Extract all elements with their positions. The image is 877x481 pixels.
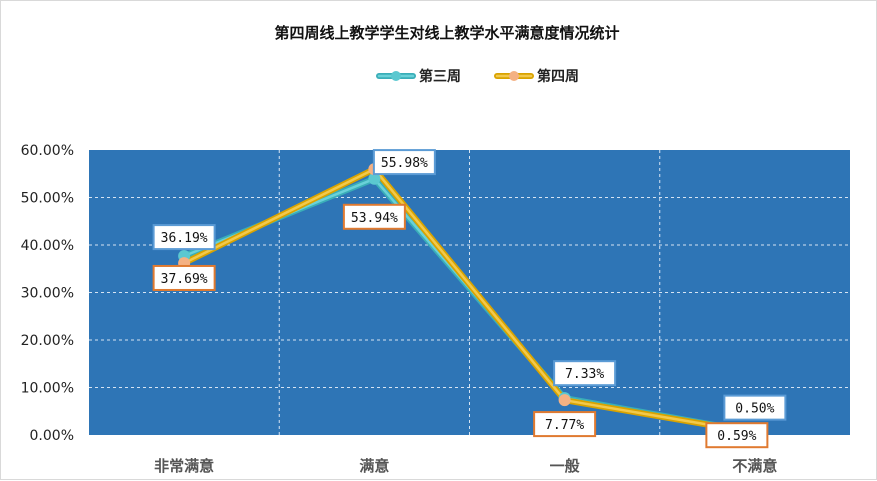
data-label: 53.94% bbox=[342, 203, 406, 230]
data-label-box bbox=[723, 394, 787, 421]
y-tick-label: 50.00% bbox=[21, 191, 74, 207]
data-label: 0.59% bbox=[705, 422, 769, 449]
data-label-box bbox=[553, 360, 617, 387]
y-axis: 0.00% 10.00% 20.00% 30.00% 40.00% 50.00% 60.00… bbox=[21, 143, 74, 444]
legend-label: 第三周 bbox=[419, 68, 461, 85]
x-tick-label: 不满意 bbox=[732, 457, 777, 475]
chart-title: 第四周线上教学学生对线上教学水平满意度情况统计 bbox=[274, 24, 619, 42]
data-label-text: 0.50% bbox=[735, 402, 774, 417]
data-point-marker bbox=[558, 394, 571, 407]
data-label-text: 0.59% bbox=[717, 429, 756, 444]
y-tick-label: 30.00% bbox=[21, 286, 74, 302]
y-tick-label: 10.00% bbox=[21, 381, 74, 397]
y-tick-label: 20.00% bbox=[21, 333, 74, 349]
data-label: 0.50% bbox=[723, 394, 787, 421]
x-tick-label: 满意 bbox=[359, 457, 389, 475]
legend: 第三周 第四周 bbox=[376, 68, 579, 85]
data-label-box bbox=[152, 264, 216, 291]
x-tick-label: 一般 bbox=[550, 457, 580, 475]
data-label-box bbox=[533, 411, 597, 438]
legend-label: 第四周 bbox=[537, 68, 579, 85]
data-label-text: 36.19% bbox=[161, 231, 208, 246]
data-label-box bbox=[705, 422, 769, 449]
data-label-text: 7.77% bbox=[545, 418, 584, 433]
series-lines bbox=[182, 166, 756, 436]
x-tick-label: 非常满意 bbox=[154, 457, 214, 475]
data-label: 36.19% bbox=[152, 224, 216, 251]
series-line bbox=[183, 167, 756, 434]
legend-item: 第四周 bbox=[494, 68, 579, 85]
data-label-text: 7.33% bbox=[565, 367, 604, 382]
y-tick-label: 60.00% bbox=[21, 143, 74, 159]
x-axis: 非常满意 满意 一般 不满意 bbox=[154, 457, 777, 475]
y-tick-label: 40.00% bbox=[21, 238, 74, 254]
data-label-box bbox=[342, 203, 406, 230]
legend-item: 第三周 bbox=[376, 68, 461, 85]
data-labels: 37.69% 53.94% 7.77% 0.59% 36.19% 55.98% 7.33% 0… bbox=[152, 149, 787, 449]
data-label-box bbox=[152, 224, 216, 251]
y-tick-label: 0.00% bbox=[30, 428, 74, 444]
data-label-text: 53.94% bbox=[351, 211, 398, 226]
data-label: 7.33% bbox=[553, 360, 617, 387]
data-label: 7.77% bbox=[533, 411, 597, 438]
data-point-marker bbox=[368, 172, 381, 185]
data-label-text: 37.69% bbox=[161, 272, 208, 287]
data-label: 37.69% bbox=[152, 264, 216, 291]
data-label: 55.98% bbox=[372, 149, 436, 176]
data-label-text: 55.98% bbox=[381, 156, 428, 171]
legend-marker bbox=[391, 71, 401, 81]
data-label-box bbox=[372, 149, 436, 176]
legend-marker bbox=[509, 71, 519, 81]
